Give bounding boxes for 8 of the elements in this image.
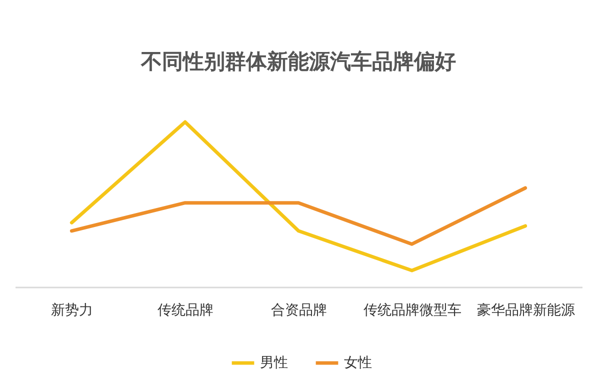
x-tick-label: 传统品牌: [158, 302, 214, 318]
x-tick-label: 合资品牌: [271, 302, 327, 318]
x-tick-label: 传统品牌微型车: [363, 302, 462, 318]
legend-label: 男性: [260, 355, 288, 371]
legend-label: 女性: [344, 355, 372, 371]
chart-title: 不同性别群体新能源汽车品牌偏好: [140, 49, 456, 74]
x-tick-label: 新势力: [51, 302, 94, 318]
x-tick-label: 豪华品牌新能源: [476, 302, 575, 318]
